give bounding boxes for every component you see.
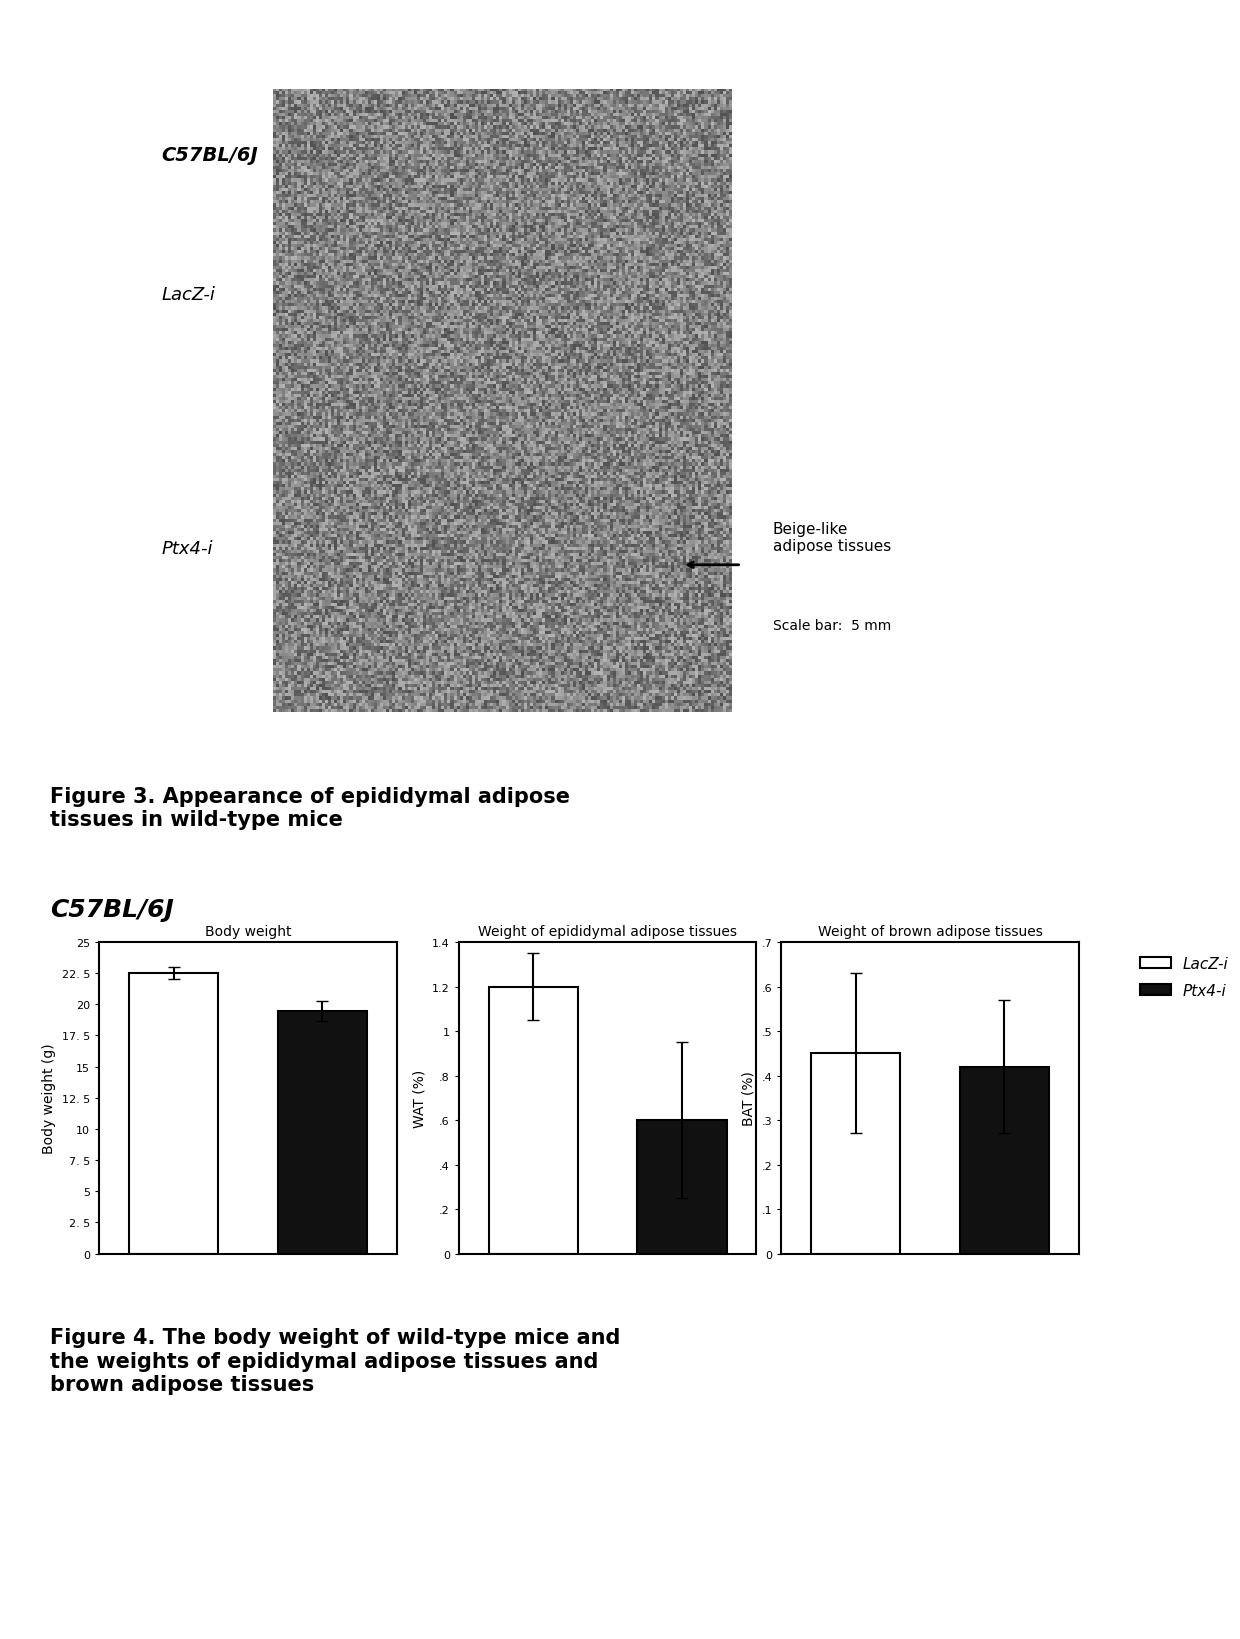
Bar xyxy=(129,974,218,1254)
Text: C57BL/6J: C57BL/6J xyxy=(161,146,258,166)
Title: Weight of epididymal adipose tissues: Weight of epididymal adipose tissues xyxy=(479,924,737,939)
Bar xyxy=(960,1067,1049,1254)
Text: C57BL/6J: C57BL/6J xyxy=(50,898,174,921)
Bar xyxy=(637,1121,727,1254)
Bar xyxy=(811,1054,900,1254)
Y-axis label: BAT (%): BAT (%) xyxy=(742,1070,756,1126)
Title: Weight of brown adipose tissues: Weight of brown adipose tissues xyxy=(817,924,1043,939)
Text: Figure 3. Appearance of epididymal adipose
tissues in wild-type mice: Figure 3. Appearance of epididymal adipo… xyxy=(50,787,569,829)
Bar xyxy=(489,987,578,1254)
Text: LacZ-i: LacZ-i xyxy=(161,287,215,303)
Legend: LacZ-i, Ptx4-i: LacZ-i, Ptx4-i xyxy=(1135,951,1235,1005)
Bar xyxy=(278,1011,367,1254)
Text: Beige-like
adipose tissues: Beige-like adipose tissues xyxy=(773,521,890,554)
Y-axis label: WAT (%): WAT (%) xyxy=(413,1069,427,1128)
Text: Ptx4-i: Ptx4-i xyxy=(161,541,213,557)
Text: Figure 4. The body weight of wild-type mice and
the weights of epididymal adipos: Figure 4. The body weight of wild-type m… xyxy=(50,1328,620,1393)
Y-axis label: Body weight (g): Body weight (g) xyxy=(42,1042,56,1154)
Text: Scale bar:  5 mm: Scale bar: 5 mm xyxy=(773,620,890,633)
Title: Body weight: Body weight xyxy=(205,924,291,939)
